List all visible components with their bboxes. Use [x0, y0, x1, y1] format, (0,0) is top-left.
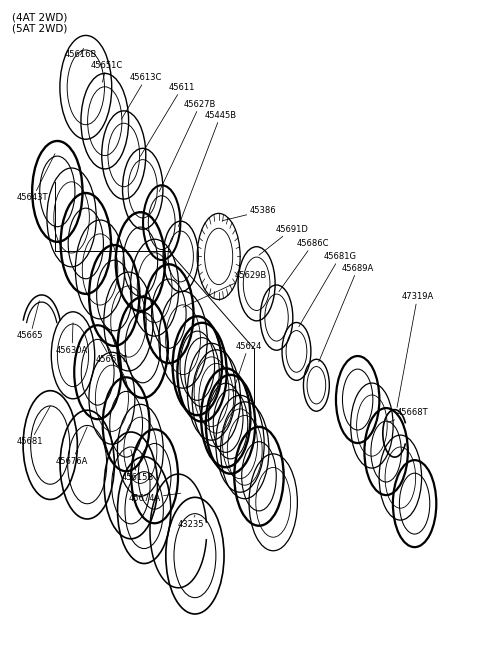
Text: 45668T: 45668T [388, 408, 428, 422]
Text: 43235: 43235 [178, 516, 204, 529]
Text: 45681G: 45681G [299, 252, 357, 327]
Text: (4AT 2WD): (4AT 2WD) [12, 12, 68, 22]
Text: 45613C: 45613C [121, 73, 162, 119]
Text: 45616B: 45616B [64, 49, 97, 59]
Text: 45611: 45611 [140, 83, 195, 156]
Text: 45667T: 45667T [96, 340, 127, 363]
Text: (5AT 2WD): (5AT 2WD) [12, 24, 68, 33]
Text: 45630A: 45630A [56, 323, 88, 355]
Text: 45686C: 45686C [279, 239, 329, 291]
Text: 45691D: 45691D [259, 224, 309, 255]
Text: 45674A: 45674A [129, 493, 180, 503]
Text: 47319A: 47319A [397, 293, 433, 407]
Text: 45651C: 45651C [91, 61, 123, 82]
Text: 45629B: 45629B [183, 272, 266, 307]
Text: 45665: 45665 [17, 300, 44, 340]
Text: 45386: 45386 [222, 207, 276, 220]
Text: 45643T: 45643T [17, 154, 55, 203]
Text: 45681: 45681 [17, 406, 50, 446]
Text: 45676A: 45676A [56, 427, 88, 466]
Text: 45445B: 45445B [179, 111, 237, 226]
Text: 45624: 45624 [233, 342, 262, 392]
Text: 45689A: 45689A [319, 264, 374, 362]
Text: 45627B: 45627B [159, 100, 216, 192]
Text: 45615B: 45615B [121, 449, 154, 482]
